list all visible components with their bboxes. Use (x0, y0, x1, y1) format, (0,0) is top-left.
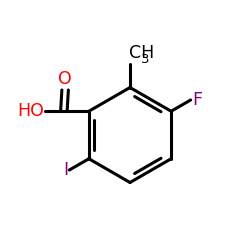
Text: HO: HO (17, 102, 44, 120)
Text: CH: CH (129, 44, 154, 62)
Text: I: I (63, 161, 68, 179)
Text: 3: 3 (141, 53, 149, 66)
Text: O: O (58, 70, 72, 88)
Text: F: F (192, 91, 202, 109)
